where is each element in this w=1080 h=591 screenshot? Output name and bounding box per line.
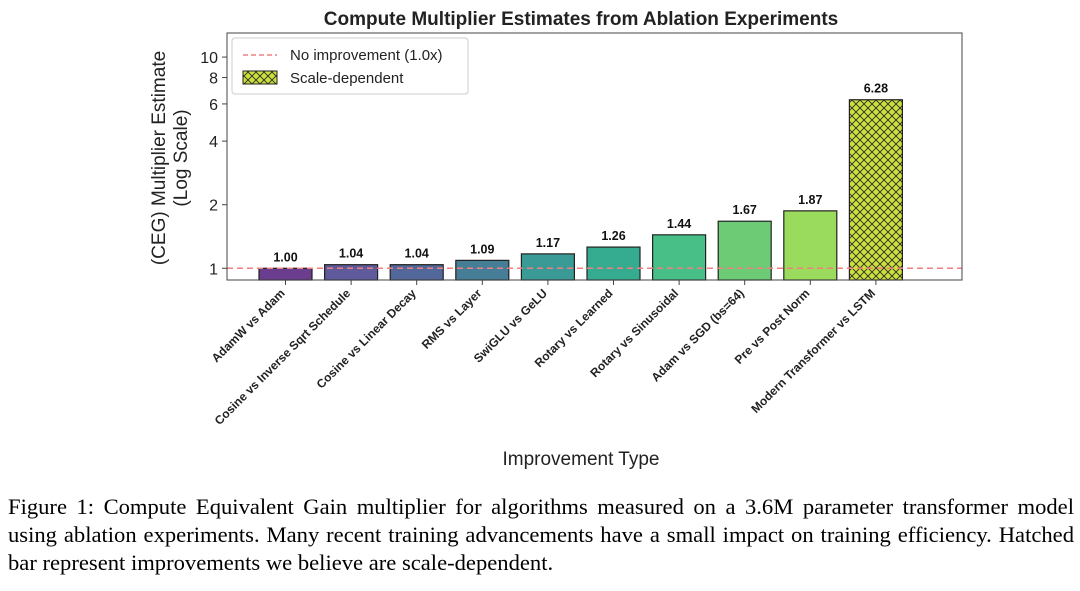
legend: No improvement (1.0x) Scale-dependent [231,37,469,95]
bar [455,259,510,281]
x-tick-label: Modern Transformer vs LSTM [748,286,878,416]
chart-title: Compute Multiplier Estimates from Ablati… [324,9,838,30]
bars [258,99,904,281]
y-tick-label: 4 [209,134,218,151]
chart: Compute Multiplier Estimates from Ablati… [149,9,963,470]
y-axis-label-line2: (Log Scale) [171,109,192,206]
bar [586,246,641,281]
y-ticks: 1 2 4 6 8 10 [200,50,227,278]
legend-label-no-improvement: No improvement (1.0x) [290,47,443,64]
bar-value-label: 1.44 [667,217,691,231]
bar [651,234,707,281]
bar [717,220,772,281]
bar-value-label: 1.09 [470,242,494,256]
legend-label-scale-dependent: Scale-dependent [290,70,404,87]
y-tick-label: 1 [209,261,218,278]
bar [783,210,838,281]
value-labels: 1.00 1.04 1.04 1.09 1.17 1.26 1.44 1.67 1.87 6.28 [273,82,888,265]
bar [389,264,444,281]
bar-value-label: 1.26 [601,229,625,243]
bar-value-label: 1.17 [536,236,560,250]
bar-value-label: 1.67 [733,203,757,217]
x-tick-label: Cosine vs Inverse Sqrt Schedule [212,286,354,428]
bar [258,267,313,281]
bar [520,253,576,281]
y-tick-label: 2 [209,198,218,215]
plot-frame [226,32,963,281]
y-tick-label: 6 [209,97,218,114]
bar-value-label: 1.00 [273,250,297,264]
legend-hatch-patch-icon [242,70,278,85]
y-axis-label-line1: (CEG) Multiplier Estimate [149,51,170,265]
bar [324,264,379,281]
bar [848,99,904,281]
bar-value-label: 1.87 [798,193,822,207]
bar-value-label: 1.04 [339,247,363,261]
bar-value-label: 6.28 [864,82,888,96]
x-tick-label: RMS vs Layer [419,286,485,352]
y-tick-label: 8 [209,71,218,88]
figure-caption: Figure 1: Compute Equivalent Gain multip… [8,494,1074,575]
y-axis-label: (CEG) Multiplier Estimate (Log Scale) [149,51,192,265]
bar-value-label: 1.04 [405,247,429,261]
x-axis-label: Improvement Type [502,449,659,470]
legend-box [231,37,469,95]
y-tick-label: 10 [200,50,218,67]
